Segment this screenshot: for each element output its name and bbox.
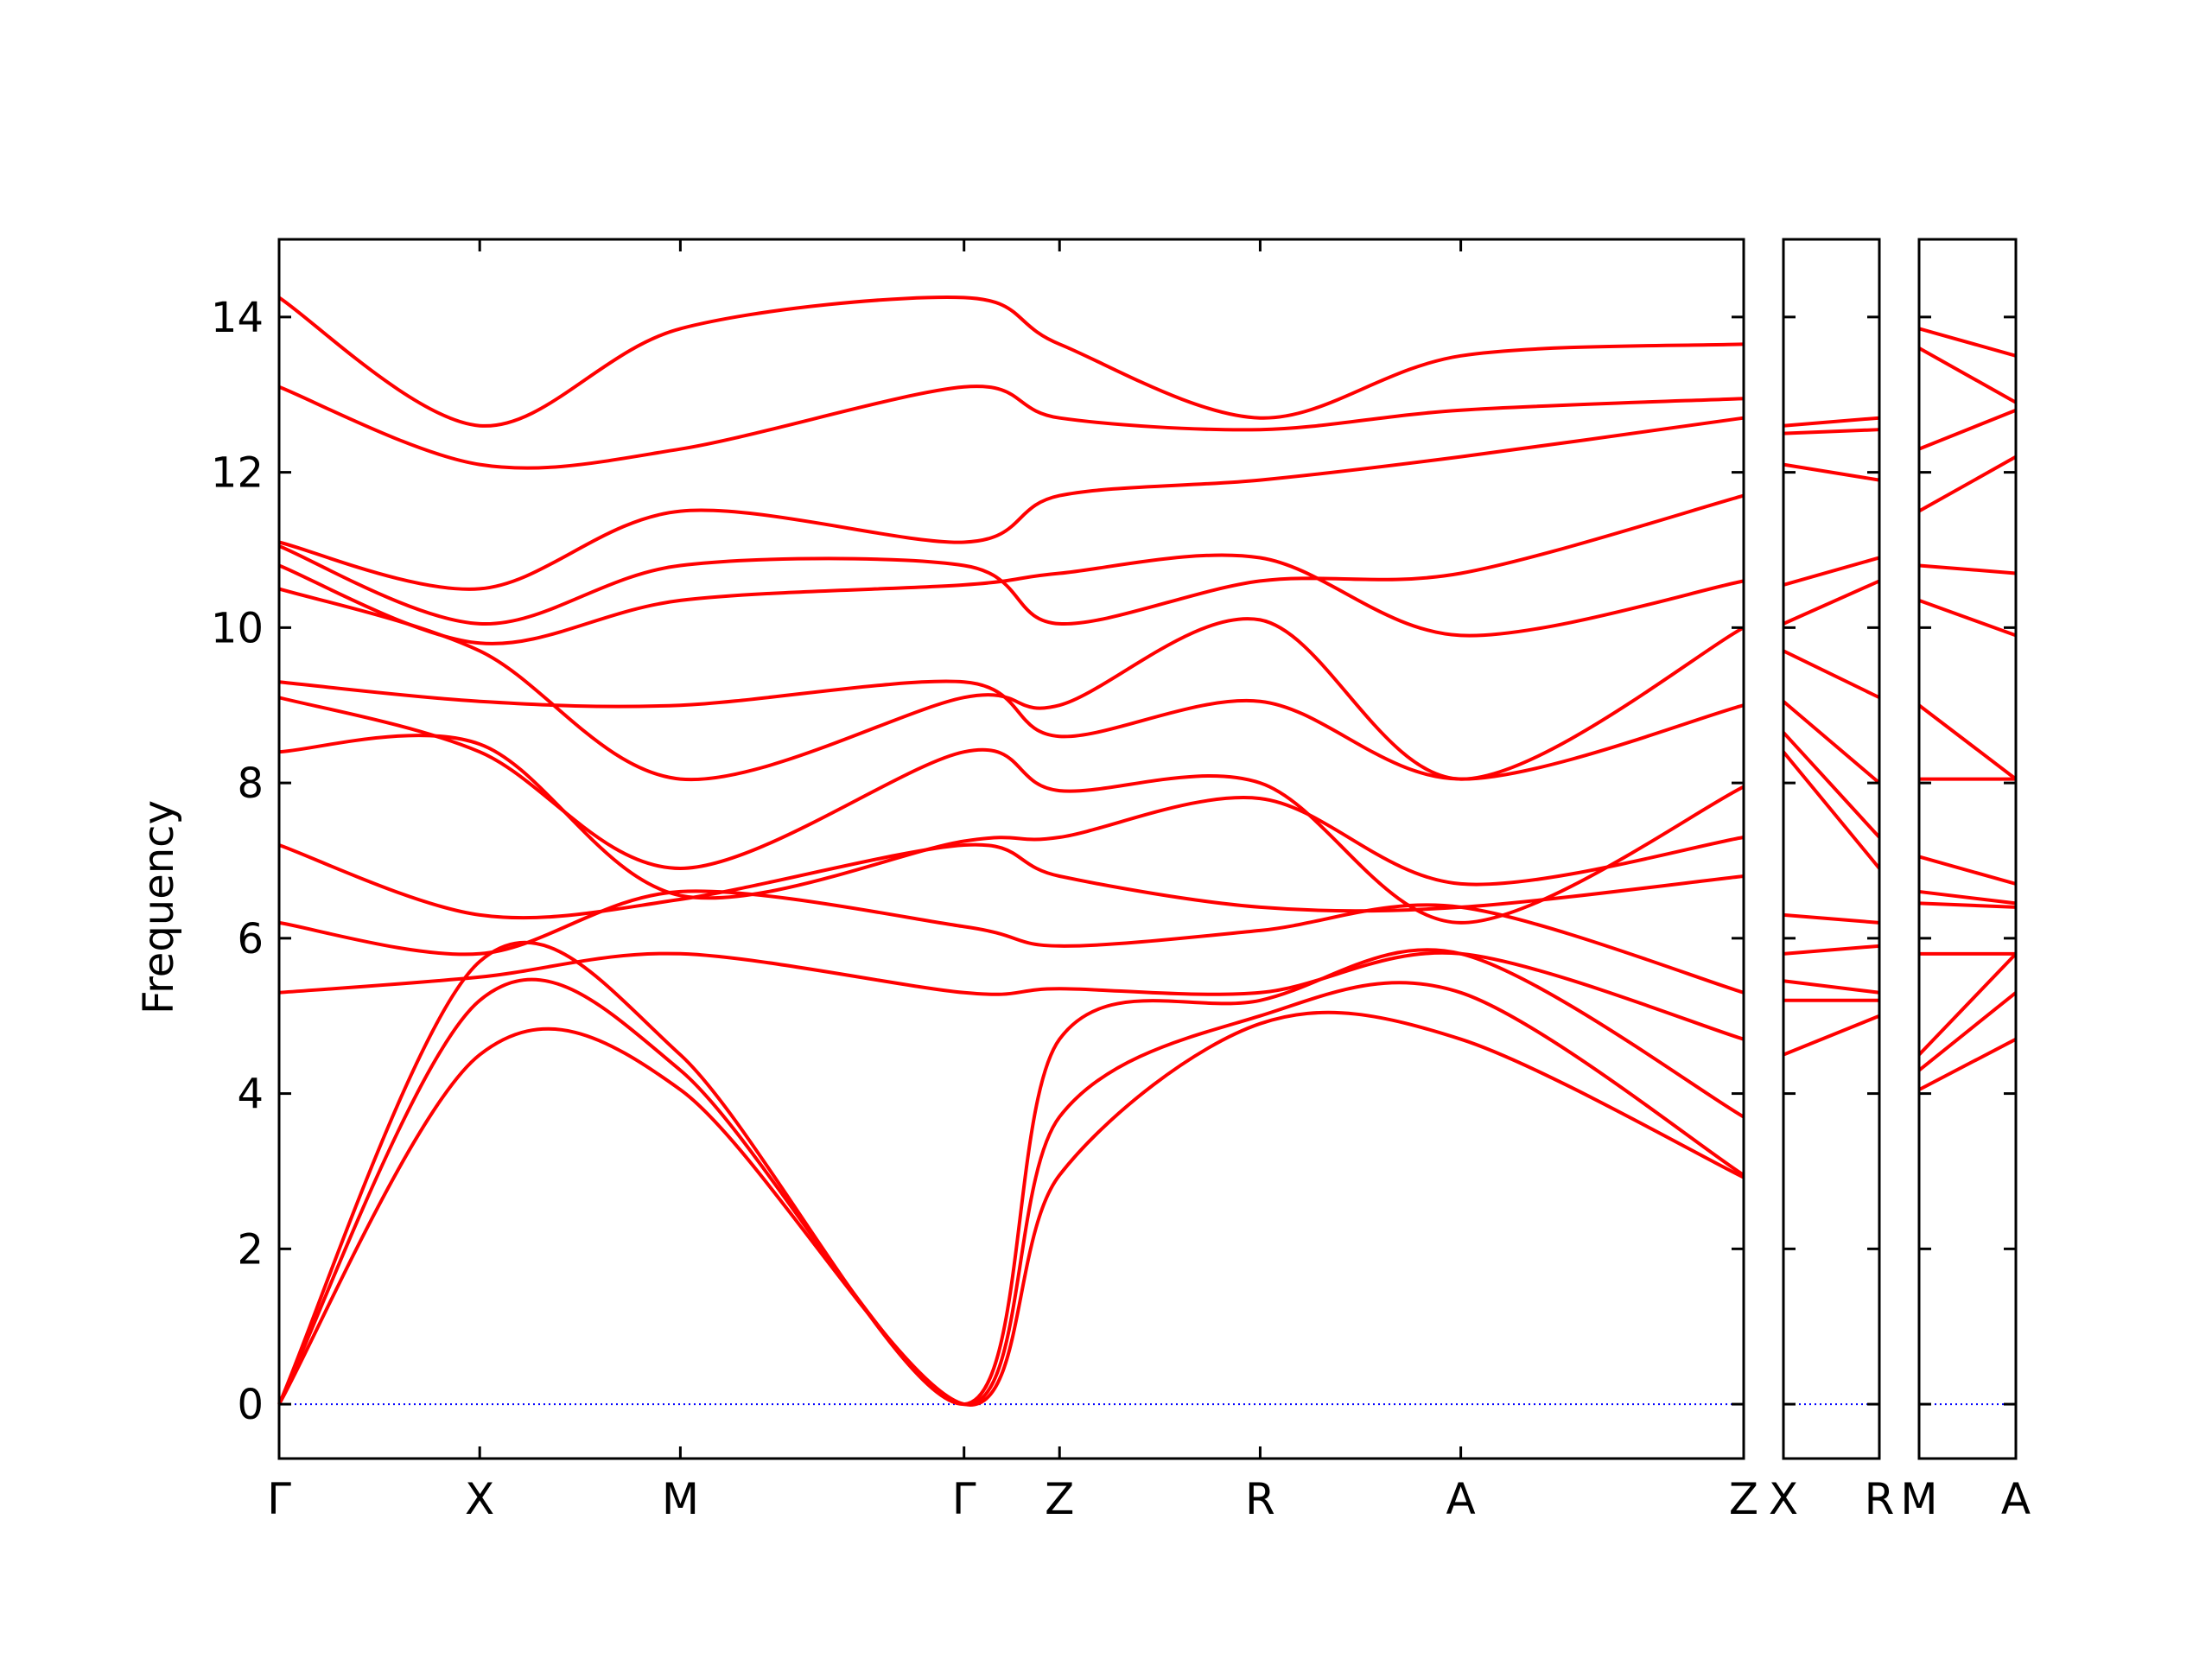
x-tick-label: R — [1865, 1474, 1895, 1524]
band-opt-10 — [1783, 428, 1880, 435]
band-opt-10 — [278, 416, 1745, 591]
y-tick-label: 8 — [237, 760, 264, 808]
y-tick-label: 4 — [237, 1071, 264, 1119]
x-tick-label: Z — [1045, 1474, 1074, 1524]
band-opt-10 — [1918, 408, 2017, 451]
x-tick-label: M — [662, 1474, 699, 1524]
y-tick-label: 12 — [211, 449, 264, 498]
band-opt-2 — [1783, 912, 1880, 925]
x-tick-label: Γ — [952, 1474, 976, 1524]
band-opt-4 — [1918, 855, 2017, 886]
band-opt-6 — [1917, 703, 2018, 781]
band-opt-9 — [1918, 454, 2017, 513]
band-opt-6 — [1783, 649, 1880, 700]
y-tick-label: 14 — [211, 294, 264, 342]
y-tick-label: 0 — [237, 1381, 264, 1429]
band-LA — [277, 940, 1745, 1407]
band-opt-3 — [1918, 889, 2017, 906]
x-tick-label: X — [465, 1474, 494, 1524]
band-opt-2 — [1918, 901, 2017, 909]
band-opt-11 — [1918, 346, 2017, 404]
band-opt-8 — [1783, 556, 1880, 587]
x-tick-label: X — [1769, 1474, 1798, 1524]
band-opt-7 — [1783, 579, 1880, 626]
panel-frame — [1917, 238, 2018, 1460]
band-opt-9 — [1783, 462, 1880, 482]
x-tick-label: M — [1900, 1474, 1937, 1524]
panel-frame — [277, 238, 1745, 1460]
panel-frame — [1782, 238, 1881, 1460]
band-opt-12 — [277, 296, 1745, 428]
band-TA1 — [1918, 1037, 2017, 1091]
band-opt-4 — [278, 734, 1745, 900]
band-opt-4 — [1782, 731, 1881, 839]
band-opt-3 — [1782, 750, 1881, 870]
x-tick-label: Γ — [267, 1474, 291, 1524]
band-opt-1 — [278, 950, 1745, 1041]
panel-1: Γ X M Γ Z R A Z 0 2 4 6 8 10 12 14 — [211, 238, 1758, 1524]
y-axis-label: Frequency — [135, 800, 183, 1014]
x-tick-label: A — [2001, 1474, 2031, 1524]
y-tick-label: 2 — [237, 1225, 264, 1274]
band-opt-11 — [278, 385, 1745, 470]
band-TA2 — [277, 977, 1745, 1407]
band-opt-5 — [1782, 700, 1881, 785]
band-opt-9 — [278, 493, 1745, 626]
band-TA1 — [277, 1010, 1745, 1407]
band-opt-7 — [1918, 599, 2017, 638]
band-LA — [1783, 979, 1880, 995]
band-TA2 — [1917, 991, 2018, 1072]
band-opt-1 — [1783, 944, 1880, 956]
band-opt-5 — [278, 696, 1745, 925]
x-tick-label: R — [1245, 1474, 1275, 1524]
band-LA — [1917, 952, 2018, 1057]
y-tick-label: 10 — [211, 604, 264, 652]
y-tick-label: 6 — [237, 915, 264, 963]
band-opt-8 — [1918, 563, 2017, 575]
band-TA1 — [1783, 1014, 1880, 1057]
band-opt-11 — [1783, 416, 1880, 428]
x-tick-label: Z — [1729, 1474, 1758, 1524]
x-tick-label: A — [1446, 1474, 1476, 1524]
band-opt-3 — [278, 842, 1745, 920]
band-opt-8 — [278, 553, 1745, 645]
band-opt-7 — [278, 587, 1745, 782]
band-opt-12 — [1918, 327, 2017, 358]
